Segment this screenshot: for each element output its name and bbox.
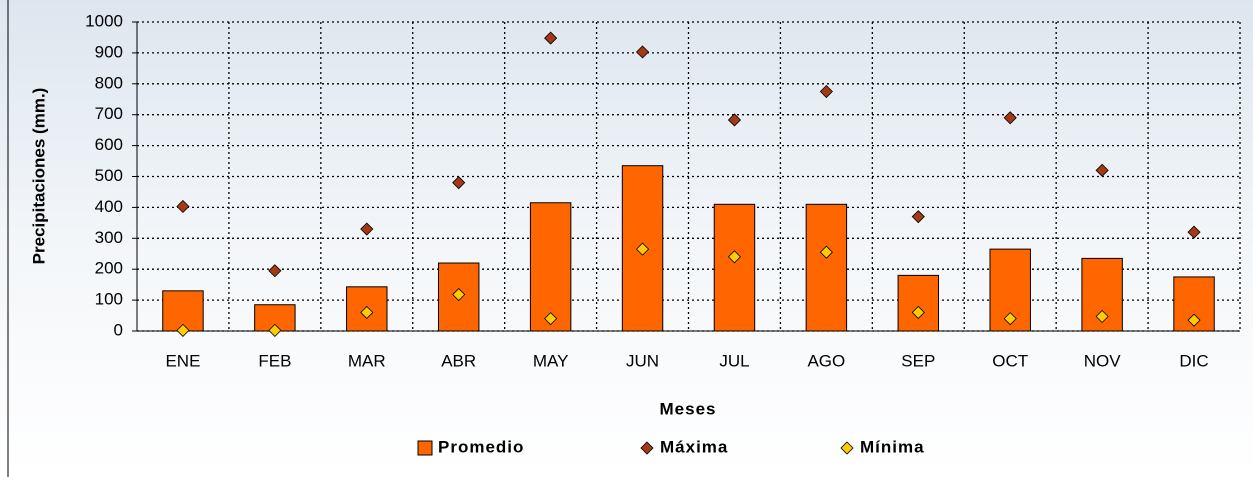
marker (1187, 313, 1201, 327)
x-tick-label: OCT (992, 351, 1028, 370)
y-tick-label: 500 (95, 166, 123, 185)
bar (805, 203, 848, 332)
y-tick-label: 800 (95, 73, 123, 92)
marker (176, 323, 190, 337)
x-tick-label: MAR (348, 351, 386, 370)
marker (268, 264, 282, 278)
marker (819, 84, 833, 99)
x-tick-label: ABR (441, 351, 476, 370)
marker (727, 250, 742, 264)
y-tick-label: 600 (95, 135, 123, 154)
marker (268, 323, 282, 337)
x-tick-label: JUL (719, 351, 749, 370)
x-tick-label: MAY (533, 351, 569, 370)
marker (176, 199, 190, 214)
x-tick-label: SEP (901, 351, 935, 370)
bar (713, 203, 756, 332)
marker (1003, 312, 1017, 326)
marker (911, 305, 925, 320)
x-tick-label: JUN (626, 351, 659, 370)
legend-label: Mínima (860, 437, 925, 456)
marker (452, 287, 466, 302)
marker (911, 210, 925, 224)
marker (1095, 309, 1109, 324)
marker (360, 305, 374, 320)
marker (544, 312, 558, 326)
y-tick-label: 700 (95, 104, 123, 123)
y-tick-label: 900 (95, 42, 123, 61)
y-tick-label: 300 (95, 228, 123, 247)
y-tick-label: 200 (95, 259, 123, 278)
y-tick-label: 400 (95, 197, 123, 216)
legend-swatch (840, 441, 854, 455)
marker (635, 45, 650, 59)
y-tick-label: 0 (114, 320, 123, 339)
y-axis-title: Precipitaciones (mm.) (29, 88, 48, 265)
x-axis-title: Meses (660, 399, 717, 418)
legend-label: Máxima (660, 437, 728, 456)
marker (1095, 163, 1109, 177)
x-tick-label: AGO (807, 351, 845, 370)
y-tick-label: 1000 (85, 11, 123, 30)
marker (635, 242, 650, 256)
x-tick-label: NOV (1084, 351, 1122, 370)
marker (452, 176, 466, 190)
x-tick-label: DIC (1179, 351, 1208, 370)
legend-swatch (417, 440, 433, 456)
legend-label: Promedio (438, 437, 524, 456)
marker (727, 113, 742, 127)
legend-swatch (640, 441, 654, 455)
x-tick-label: FEB (258, 351, 291, 370)
marker (360, 222, 374, 236)
marker (544, 31, 558, 45)
marker (1187, 225, 1201, 239)
y-tick-label: 100 (95, 290, 123, 309)
marker (819, 245, 833, 259)
bar (529, 202, 572, 332)
marker (1003, 111, 1017, 125)
x-tick-label: ENE (165, 351, 200, 370)
bar (897, 274, 940, 332)
